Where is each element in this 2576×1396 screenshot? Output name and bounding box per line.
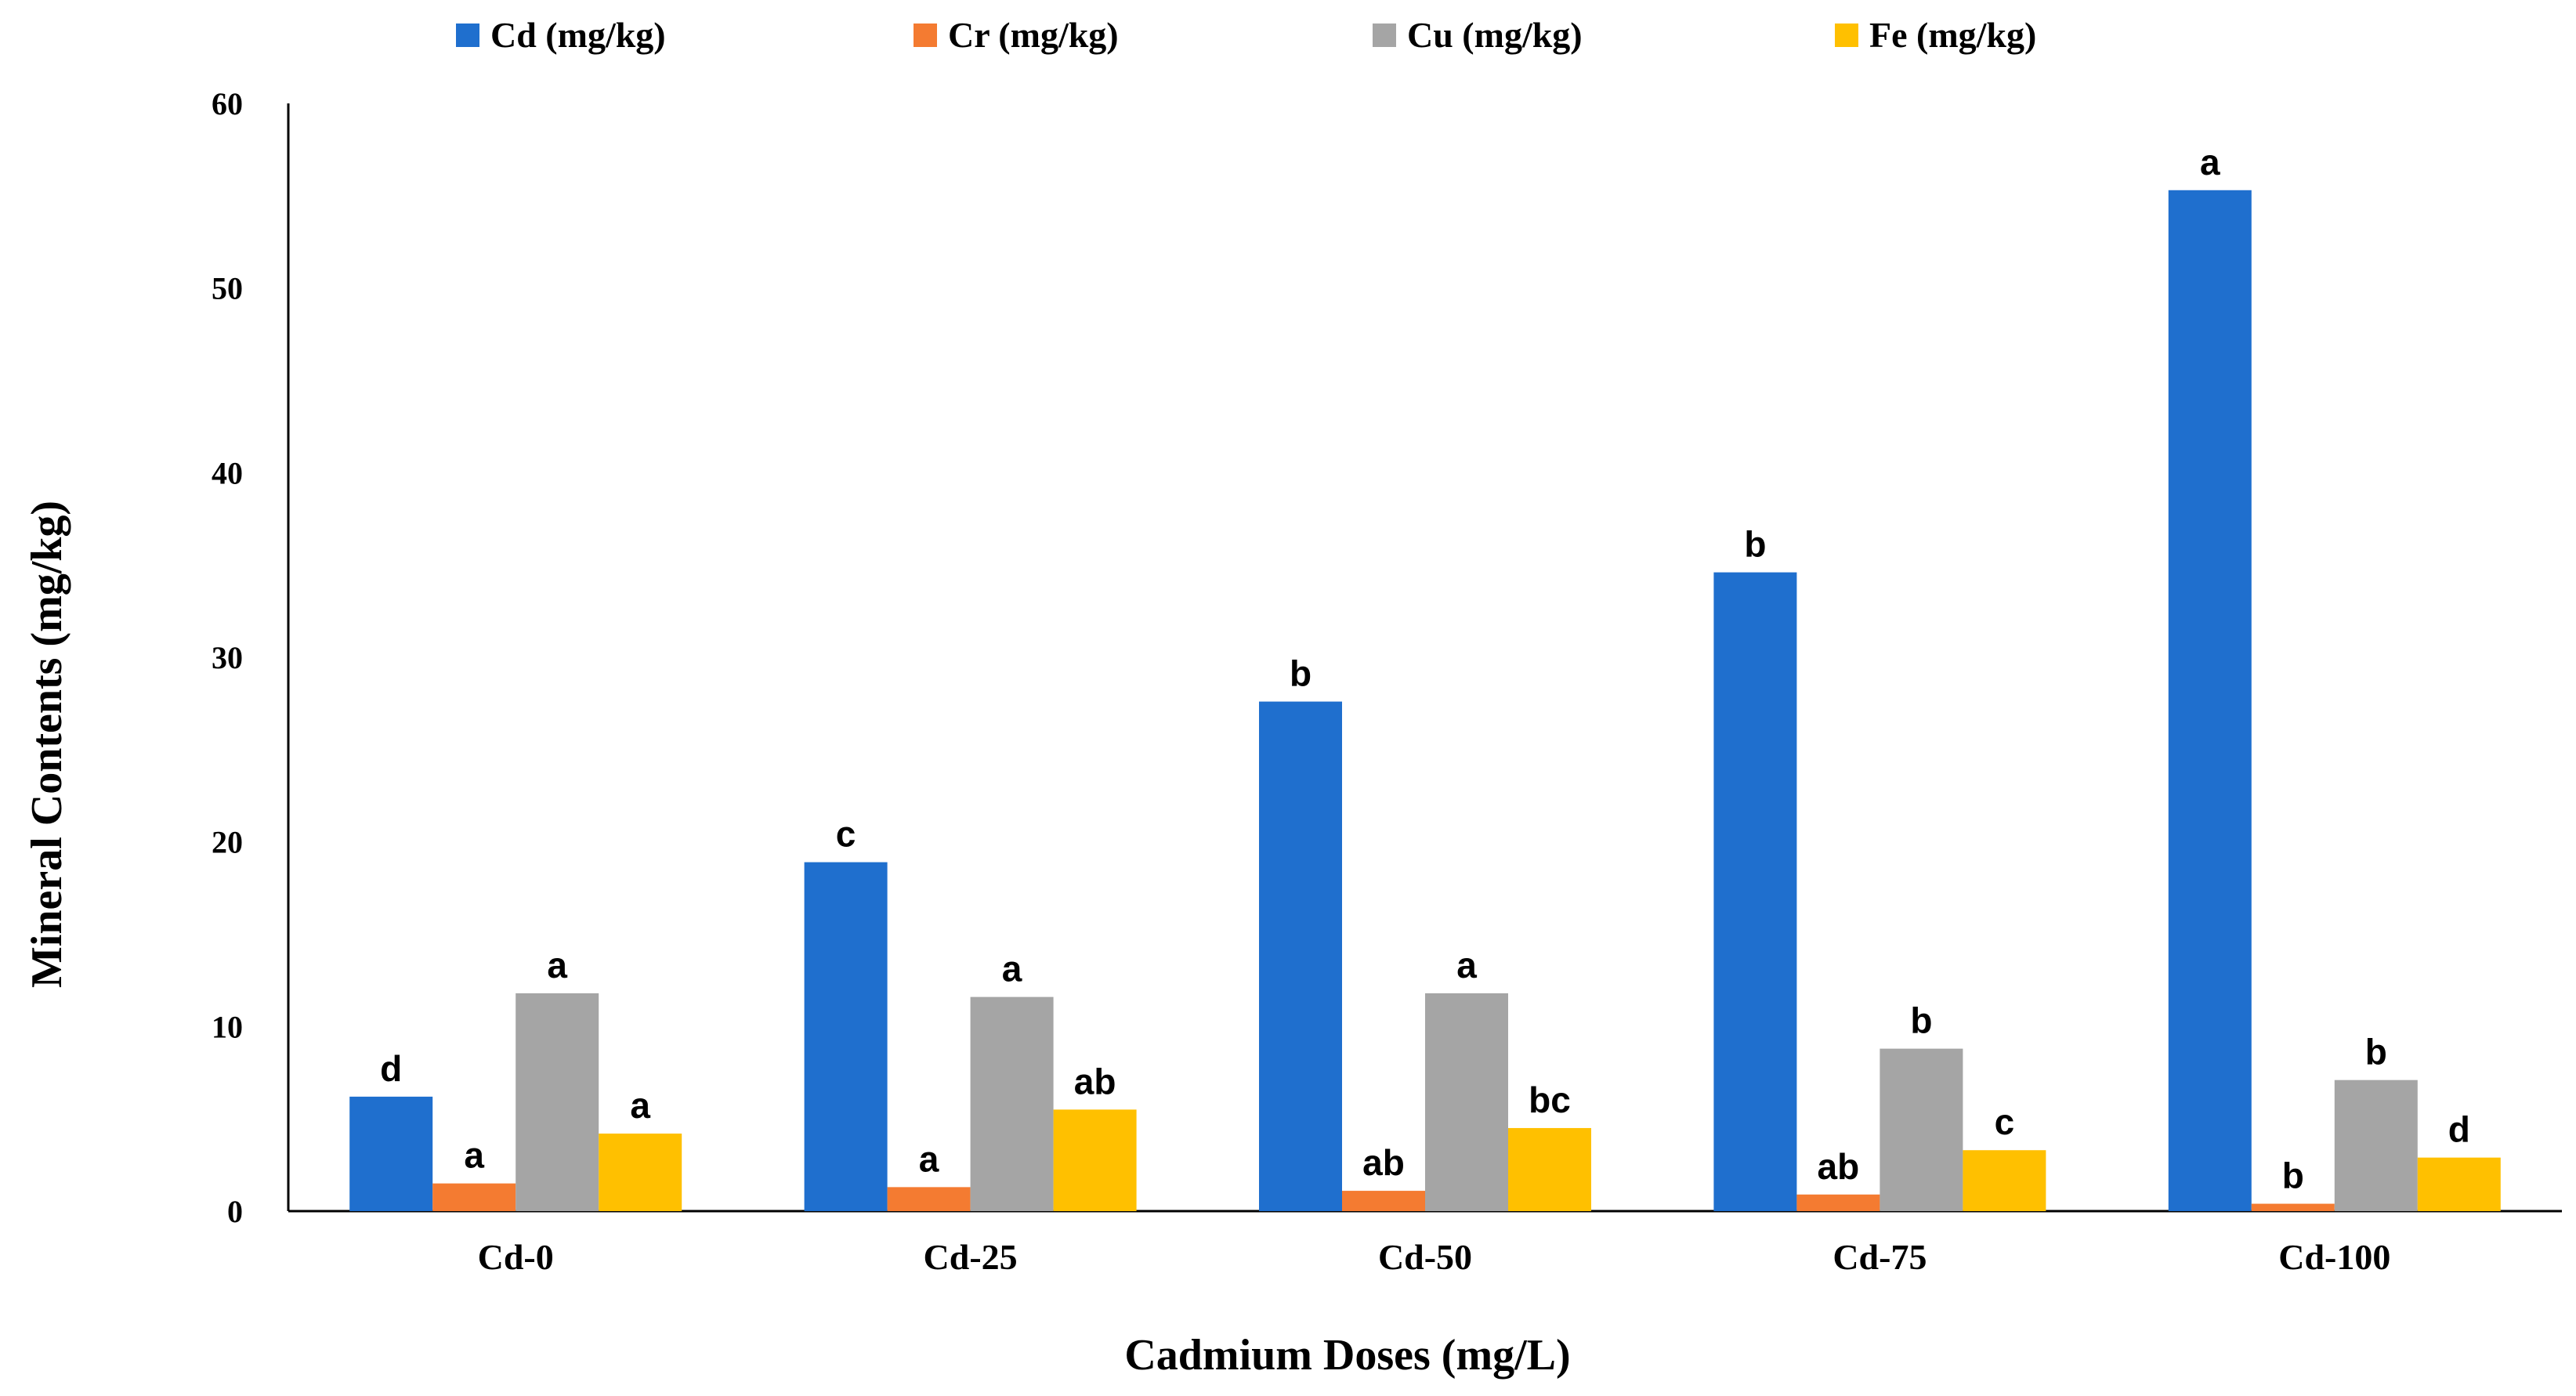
y-axis-title: Mineral Contents (mg/kg) xyxy=(23,501,71,988)
legend: Cd (mg/kg) Cr (mg/kg) Cu (mg/kg) Fe (mg/kg) xyxy=(456,15,2036,55)
bar-cd xyxy=(804,862,888,1211)
data-label: a xyxy=(2200,142,2220,183)
data-label: c xyxy=(1995,1101,2015,1142)
legend-label: Cd (mg/kg) xyxy=(490,15,666,55)
y-tick-label: 50 xyxy=(212,271,243,306)
bar-cu xyxy=(1880,1048,1963,1211)
data-label: a xyxy=(1456,945,1477,986)
bar-cd xyxy=(349,1096,433,1211)
bar-fe xyxy=(1053,1109,1137,1211)
legend-swatch xyxy=(1835,24,1858,47)
bar-cu xyxy=(970,996,1054,1211)
bar-cd xyxy=(2168,190,2252,1212)
data-label: d xyxy=(2448,1109,2470,1150)
bar-cd xyxy=(1713,572,1797,1211)
y-tick-label: 30 xyxy=(212,640,243,675)
data-label: d xyxy=(380,1048,402,1089)
y-tick-label: 0 xyxy=(227,1194,243,1229)
legend-swatch xyxy=(456,24,479,47)
data-label: ab xyxy=(1074,1061,1116,1101)
data-label: ab xyxy=(1818,1146,1860,1187)
data-label: b xyxy=(1910,1000,1932,1041)
data-label: b xyxy=(2282,1155,2304,1196)
bar-cd xyxy=(1259,701,1342,1211)
y-tick-label: 60 xyxy=(212,86,243,121)
data-label: b xyxy=(1290,653,1312,694)
data-label: b xyxy=(2365,1032,2387,1072)
bars xyxy=(349,190,2501,1212)
legend-swatch xyxy=(1373,24,1396,47)
bar-fe xyxy=(2417,1157,2501,1211)
y-tick-label: 40 xyxy=(212,455,243,490)
x-tick-label: Cd-100 xyxy=(2278,1237,2390,1277)
bar-fe xyxy=(599,1134,682,1211)
data-label: a xyxy=(464,1135,484,1176)
bar-cr xyxy=(432,1183,516,1211)
bar-fe xyxy=(1963,1150,2046,1211)
bar-cr xyxy=(1342,1191,1425,1211)
data-label: c xyxy=(836,814,856,855)
y-axis: 0 10 20 30 40 50 60 xyxy=(212,86,290,1229)
legend-label: Cu (mg/kg) xyxy=(1407,15,1583,55)
data-label: a xyxy=(630,1085,650,1126)
data-label: a xyxy=(547,945,567,986)
legend-label: Fe (mg/kg) xyxy=(1869,15,2036,55)
legend-label: Cr (mg/kg) xyxy=(948,15,1119,55)
legend-swatch xyxy=(914,24,937,47)
bar-cr xyxy=(2251,1203,2335,1211)
bar-cr xyxy=(887,1187,971,1211)
x-axis-title: Cadmium Doses (mg/L) xyxy=(1124,1331,1570,1380)
x-tick-label: Cd-25 xyxy=(924,1237,1018,1277)
data-label: ab xyxy=(1362,1142,1405,1183)
y-tick-label: 20 xyxy=(212,825,243,860)
x-axis: Cd-0 Cd-25 Cd-50 Cd-75 Cd-100 xyxy=(288,1210,2562,1277)
data-label: a xyxy=(919,1138,939,1179)
data-label: b xyxy=(1744,524,1766,565)
bar-cu xyxy=(516,993,599,1211)
data-label: bc xyxy=(1529,1080,1571,1120)
bar-cr xyxy=(1796,1194,1880,1211)
x-tick-label: Cd-0 xyxy=(478,1237,554,1277)
y-tick-label: 10 xyxy=(212,1009,243,1044)
bar-cu xyxy=(1425,993,1508,1211)
x-tick-label: Cd-50 xyxy=(1378,1237,1472,1277)
bar-cu xyxy=(2334,1080,2418,1211)
data-label: a xyxy=(1002,949,1022,989)
x-tick-label: Cd-75 xyxy=(1833,1237,1927,1277)
bar-fe xyxy=(1508,1127,1591,1211)
